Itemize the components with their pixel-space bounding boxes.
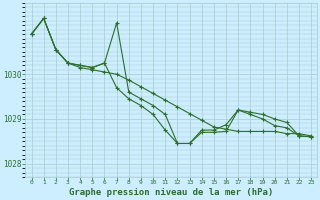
X-axis label: Graphe pression niveau de la mer (hPa): Graphe pression niveau de la mer (hPa) <box>69 188 274 197</box>
